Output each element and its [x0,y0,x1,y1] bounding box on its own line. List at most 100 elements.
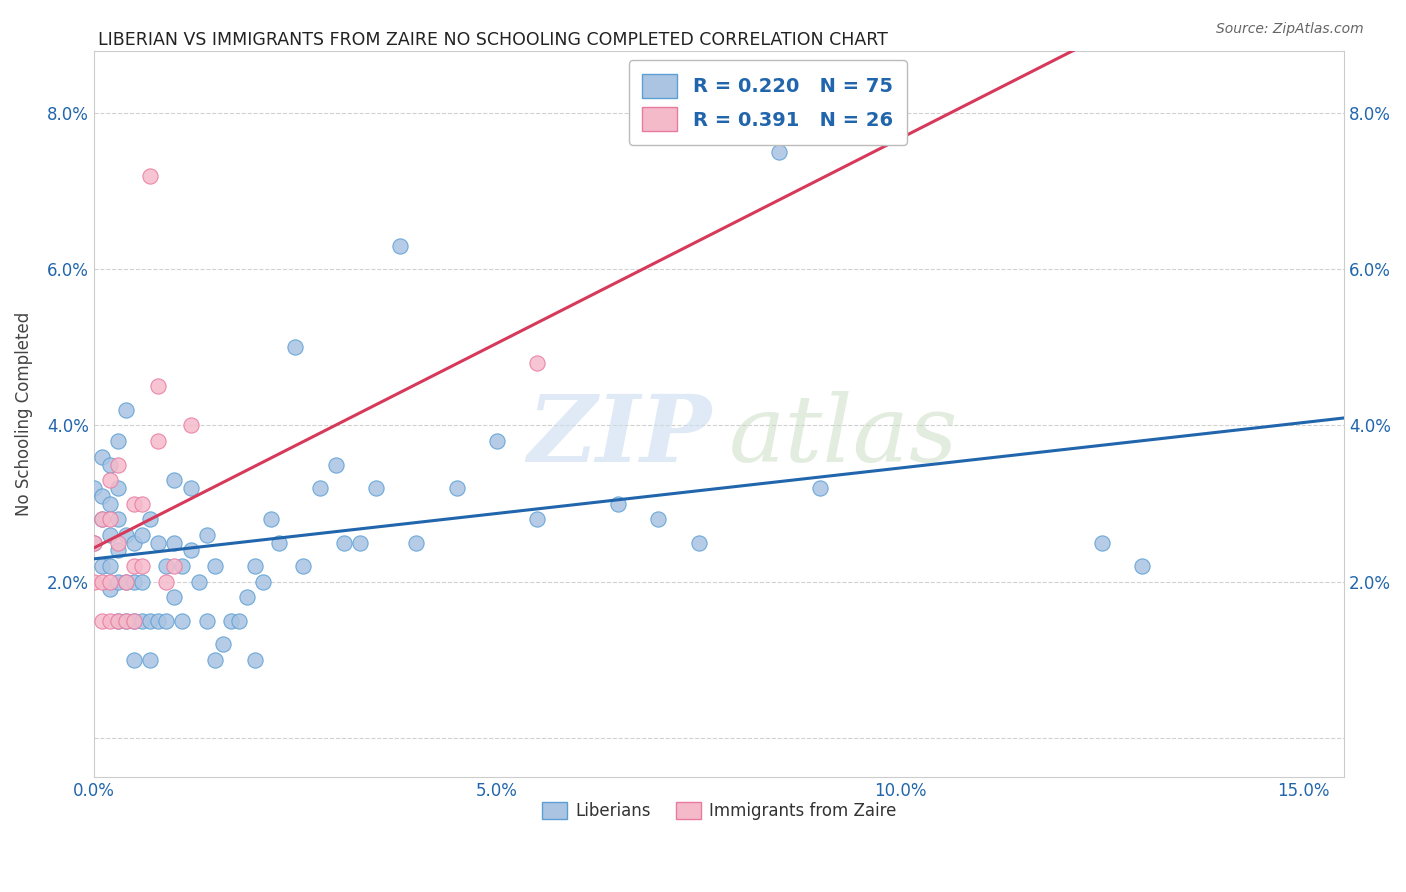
Point [90,512,112,526]
Point [204,559,226,574]
Point [107,543,129,558]
Point [90,559,112,574]
Point [389,239,412,253]
Point [115,614,138,628]
Point [155,614,177,628]
Point [333,535,356,549]
Point [98,574,121,589]
Point [211,637,233,651]
Point [90,574,112,589]
Point [808,481,831,495]
Point [98,458,121,472]
Point [107,614,129,628]
Point [122,614,145,628]
Y-axis label: No Schooling Completed: No Schooling Completed [15,311,32,516]
Point [98,582,121,597]
Point [260,512,283,526]
Point [148,614,170,628]
Point [139,653,162,667]
Point [98,497,121,511]
Point [243,559,266,574]
Point [187,574,209,589]
Point [107,535,129,549]
Point [115,574,138,589]
Point [148,434,170,449]
Point [155,559,177,574]
Point [163,559,186,574]
Point [195,528,218,542]
Point [122,559,145,574]
Point [446,481,468,495]
Point [180,418,202,433]
Point [526,512,548,526]
Point [90,614,112,628]
Point [607,497,630,511]
Point [98,473,121,487]
Point [122,653,145,667]
Point [219,614,242,628]
Point [163,591,186,605]
Point [131,497,153,511]
Point [90,450,112,464]
Point [83,535,105,549]
Point [107,481,129,495]
Point [148,379,170,393]
Point [107,434,129,449]
Point [98,559,121,574]
Point [122,497,145,511]
Point [98,528,121,542]
Point [172,559,194,574]
Point [83,535,105,549]
Point [155,574,177,589]
Point [405,535,427,549]
Point [180,481,202,495]
Point [139,512,162,526]
Point [163,473,186,487]
Point [308,481,330,495]
Point [204,653,226,667]
Point [139,614,162,628]
Point [236,591,259,605]
Point [292,559,315,574]
Point [349,535,371,549]
Text: atlas: atlas [730,391,959,481]
Text: ZIP: ZIP [527,391,711,481]
Point [107,614,129,628]
Point [364,481,387,495]
Point [148,535,170,549]
Point [122,614,145,628]
Point [1132,559,1154,574]
Point [98,512,121,526]
Point [195,614,218,628]
Point [243,653,266,667]
Point [115,528,138,542]
Point [252,574,274,589]
Point [90,489,112,503]
Point [131,559,153,574]
Point [163,535,186,549]
Point [83,481,105,495]
Point [122,574,145,589]
Point [269,535,291,549]
Text: LIBERIAN VS IMMIGRANTS FROM ZAIRE NO SCHOOLING COMPLETED CORRELATION CHART: LIBERIAN VS IMMIGRANTS FROM ZAIRE NO SCH… [98,31,889,49]
Point [98,614,121,628]
Point [139,169,162,183]
Point [115,402,138,417]
Point [107,512,129,526]
Text: Source: ZipAtlas.com: Source: ZipAtlas.com [1216,22,1364,37]
Point [284,340,307,354]
Point [131,614,153,628]
Point [647,512,669,526]
Point [768,145,790,160]
Point [107,574,129,589]
Point [228,614,250,628]
Point [486,434,509,449]
Point [83,574,105,589]
Point [1091,535,1114,549]
Point [180,543,202,558]
Point [172,614,194,628]
Point [115,614,138,628]
Point [688,535,710,549]
Point [325,458,347,472]
Point [115,574,138,589]
